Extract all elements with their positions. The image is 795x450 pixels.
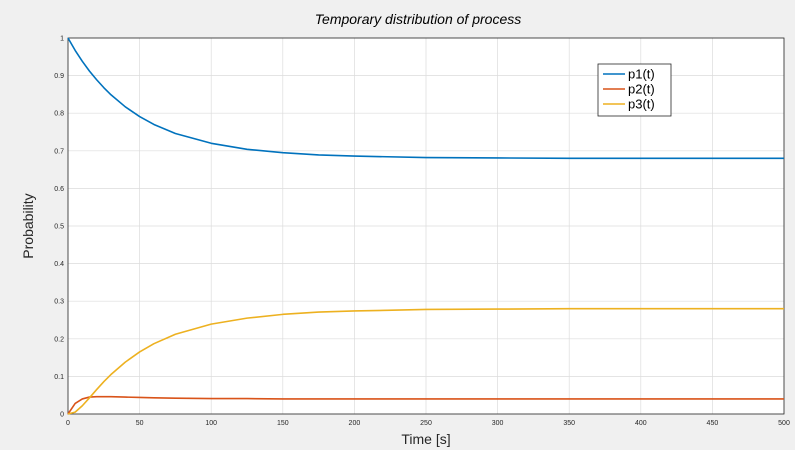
y-tick-label: 0.9 bbox=[54, 73, 64, 80]
x-tick-label: 500 bbox=[778, 420, 790, 427]
series-line-p2t bbox=[67, 395, 784, 415]
y-tick-label: 0.1 bbox=[54, 374, 64, 381]
x-tick-label: 450 bbox=[707, 420, 719, 427]
x-tick-label: 200 bbox=[349, 420, 361, 427]
y-tick-label: 0.7 bbox=[54, 148, 64, 155]
x-axis-label: Time [s] bbox=[401, 431, 450, 447]
y-tick-label: 0.5 bbox=[54, 224, 64, 231]
chart-title: Temporary distribution of process bbox=[315, 11, 521, 27]
x-tick-labels: 0 50 100 150 200 250 300 350 400 450 500 bbox=[66, 420, 790, 427]
y-tick-label: 0 bbox=[60, 412, 64, 419]
legend-label: p2(t) bbox=[628, 82, 655, 97]
axes-box bbox=[67, 37, 785, 415]
x-tick-label: 50 bbox=[136, 420, 144, 427]
x-tick-label: 100 bbox=[205, 420, 217, 427]
y-tick-label: 0.6 bbox=[54, 186, 64, 193]
legend-label: p1(t) bbox=[628, 67, 655, 82]
series-line-p3t bbox=[67, 307, 784, 415]
legend-label: p3(t) bbox=[628, 97, 655, 112]
x-tick-label: 250 bbox=[420, 420, 432, 427]
y-tick-label: 0.3 bbox=[54, 299, 64, 306]
x-tick-label: 150 bbox=[277, 420, 289, 427]
legend-box bbox=[597, 63, 672, 117]
series-lines bbox=[67, 37, 784, 415]
x-tick-label: 0 bbox=[66, 420, 70, 427]
y-tick-label: 0.2 bbox=[54, 336, 64, 343]
series-line-p1t bbox=[67, 37, 784, 160]
y-tick-label: 0.4 bbox=[54, 261, 64, 268]
y-tick-labels: 0 0.1 0.2 0.3 0.4 0.5 0.6 0.7 0.8 0.9 1 bbox=[54, 36, 64, 419]
y-tick-label: 0.8 bbox=[54, 111, 64, 118]
y-axis-label: Probability bbox=[20, 193, 36, 258]
x-tick-label: 300 bbox=[492, 420, 504, 427]
x-tick-label: 350 bbox=[563, 420, 575, 427]
y-tick-label: 1 bbox=[60, 36, 64, 43]
x-tick-label: 400 bbox=[635, 420, 647, 427]
legend: p1(t)p2(t)p3(t) bbox=[597, 63, 672, 117]
axes bbox=[67, 37, 785, 415]
